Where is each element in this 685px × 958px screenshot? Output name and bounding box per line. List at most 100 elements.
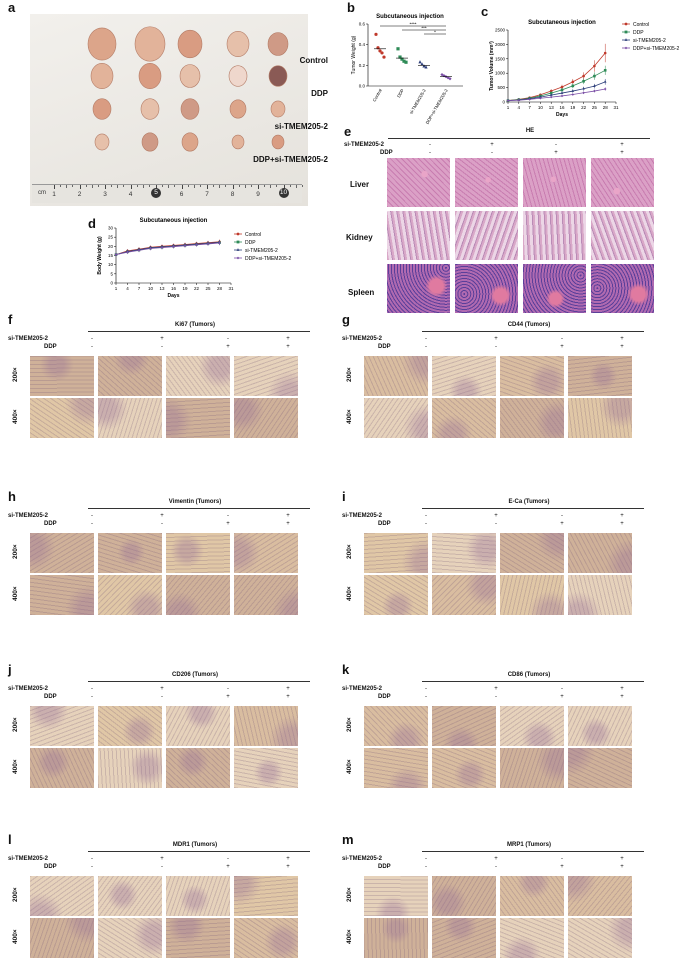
ihc-l-ddp-sign: - [161,864,163,870]
ihc-f-si-sign: + [286,336,290,342]
tumor-specimen [140,98,160,120]
ihc-tile-i [500,533,564,573]
ihc-k-ddp-sign: + [620,694,624,700]
legend-marker [236,232,240,236]
y-axis-label: Body Weight (g) [97,236,103,275]
he-tile-liver [591,158,654,207]
ihc-mag-label-i: 200× [346,544,353,559]
ihc-tile-k [568,748,632,788]
ihc-title-underline-l [88,851,310,852]
he-tile-spleen [387,264,450,313]
ihc-tile-g [364,398,428,438]
ihc-l-ddp-sign: + [286,864,290,870]
he-tile-liver [455,158,518,207]
ihc-i-ddp-sign: - [425,521,427,527]
data-point [448,77,452,81]
x-tick-label: 13 [549,105,555,110]
tumor-specimen [177,29,203,59]
ruler-minor-tick [97,185,99,187]
y-axis-label: Tumor Volume (mm³) [489,41,495,91]
ihc-k-si-sign: - [425,686,427,692]
ihc-l-ddp-sign: + [226,864,230,870]
ihc-j-ddp-sign: + [226,694,230,700]
ruler-tick-label: 6 [179,191,184,198]
data-point [549,93,553,96]
ihc-tile-k [500,706,564,746]
ihc-g-ddp-sign: - [495,344,497,350]
x-tick-label: 19 [182,286,188,291]
ihc-tile-h [234,575,298,615]
ihc-mag-label-k: 400× [346,759,353,774]
x-tick-label: 16 [171,286,177,291]
legend-label: si-TMEM205-2 [245,248,278,254]
ihc-title-h: Vimentin (Tumors) [168,499,222,505]
ihc-tile-g [500,356,564,396]
he-si-sign: + [490,142,494,148]
ihc-mag-label-f: 200× [12,367,19,382]
ihc-f-ddp-sign: - [161,344,163,350]
he-si-sign: + [620,142,624,148]
data-point [517,98,521,102]
data-point [418,60,422,64]
x-tick-label: 22 [581,105,587,110]
ihc-i-ddp-sign: + [560,521,564,527]
ihc-tile-h [234,533,298,573]
ihc-k-ddp-label: DDP [378,694,391,700]
ihc-tile-l [234,918,298,958]
ruler-tick-label: 10 [278,188,289,198]
ihc-f-si-sign: - [91,336,93,342]
ruler-minor-tick [219,185,220,188]
ihc-tile-g [568,398,632,438]
ihc-title-g: CD44 (Tumors) [507,322,551,328]
ihc-tile-j [166,706,230,746]
ruler-minor-tick [238,185,240,187]
ihc-g-ddp-label: DDP [378,344,391,350]
ihc-mag-label-f: 400× [12,409,19,424]
y-tick-label: 30 [108,226,114,231]
panel-label-c: c [481,4,489,19]
ihc-j-ddp-sign: - [91,694,93,700]
ihc-j-ddp-label: DDP [44,694,57,700]
ruler-minor-tick [136,185,138,187]
data-point [404,60,408,64]
ihc-mag-label-l: 200× [12,887,19,902]
ihc-tile-l [98,876,162,916]
ihc-f-ddp-sign: + [226,344,230,350]
ihc-tile-f [98,398,162,438]
tumor-specimen [92,98,112,120]
panel-label-e: e [344,124,352,139]
data-point [582,79,585,83]
x-axis-label: Days [556,112,568,118]
ihc-tile-m [432,876,496,916]
ihc-i-ddp-label: DDP [378,521,391,527]
legend-label: DDP [245,240,256,246]
x-tick-label: 1 [115,286,118,291]
ihc-title-underline-m [422,851,644,852]
ihc-f-ddp-sign: - [91,344,93,350]
he-si-sign: - [555,142,557,148]
ihc-l-si-sign: + [160,856,164,862]
data-point [195,243,198,247]
ruler-minor-tick [270,185,271,188]
legend-marker [624,30,628,34]
data-point [539,95,542,98]
ruler: cm 1 2 3 4 5 6 7 8 9 10 [32,184,303,203]
ruler-tick-label: 9 [256,191,260,198]
x-tick-label: 1 [507,105,510,110]
ihc-tile-j [98,706,162,746]
he-tile-kidney [591,211,654,260]
tumor-specimen [226,31,250,57]
y-tick-label: 2500 [495,28,506,33]
ihc-i-si-sign: + [620,513,624,519]
ihc-m-si-sign: - [425,856,427,862]
ihc-mag-label-g: 400× [346,409,353,424]
x-tick-label: 31 [613,105,619,110]
ruler-minor-tick [72,185,73,187]
ruler-minor-tick [213,185,214,187]
tumor-specimen [90,63,114,89]
data-point [424,65,428,69]
tumor-specimen [141,132,159,152]
ihc-h-si-sign: + [286,513,290,519]
x-tick-label: 4 [518,105,521,110]
tumor-specimen [179,64,201,88]
